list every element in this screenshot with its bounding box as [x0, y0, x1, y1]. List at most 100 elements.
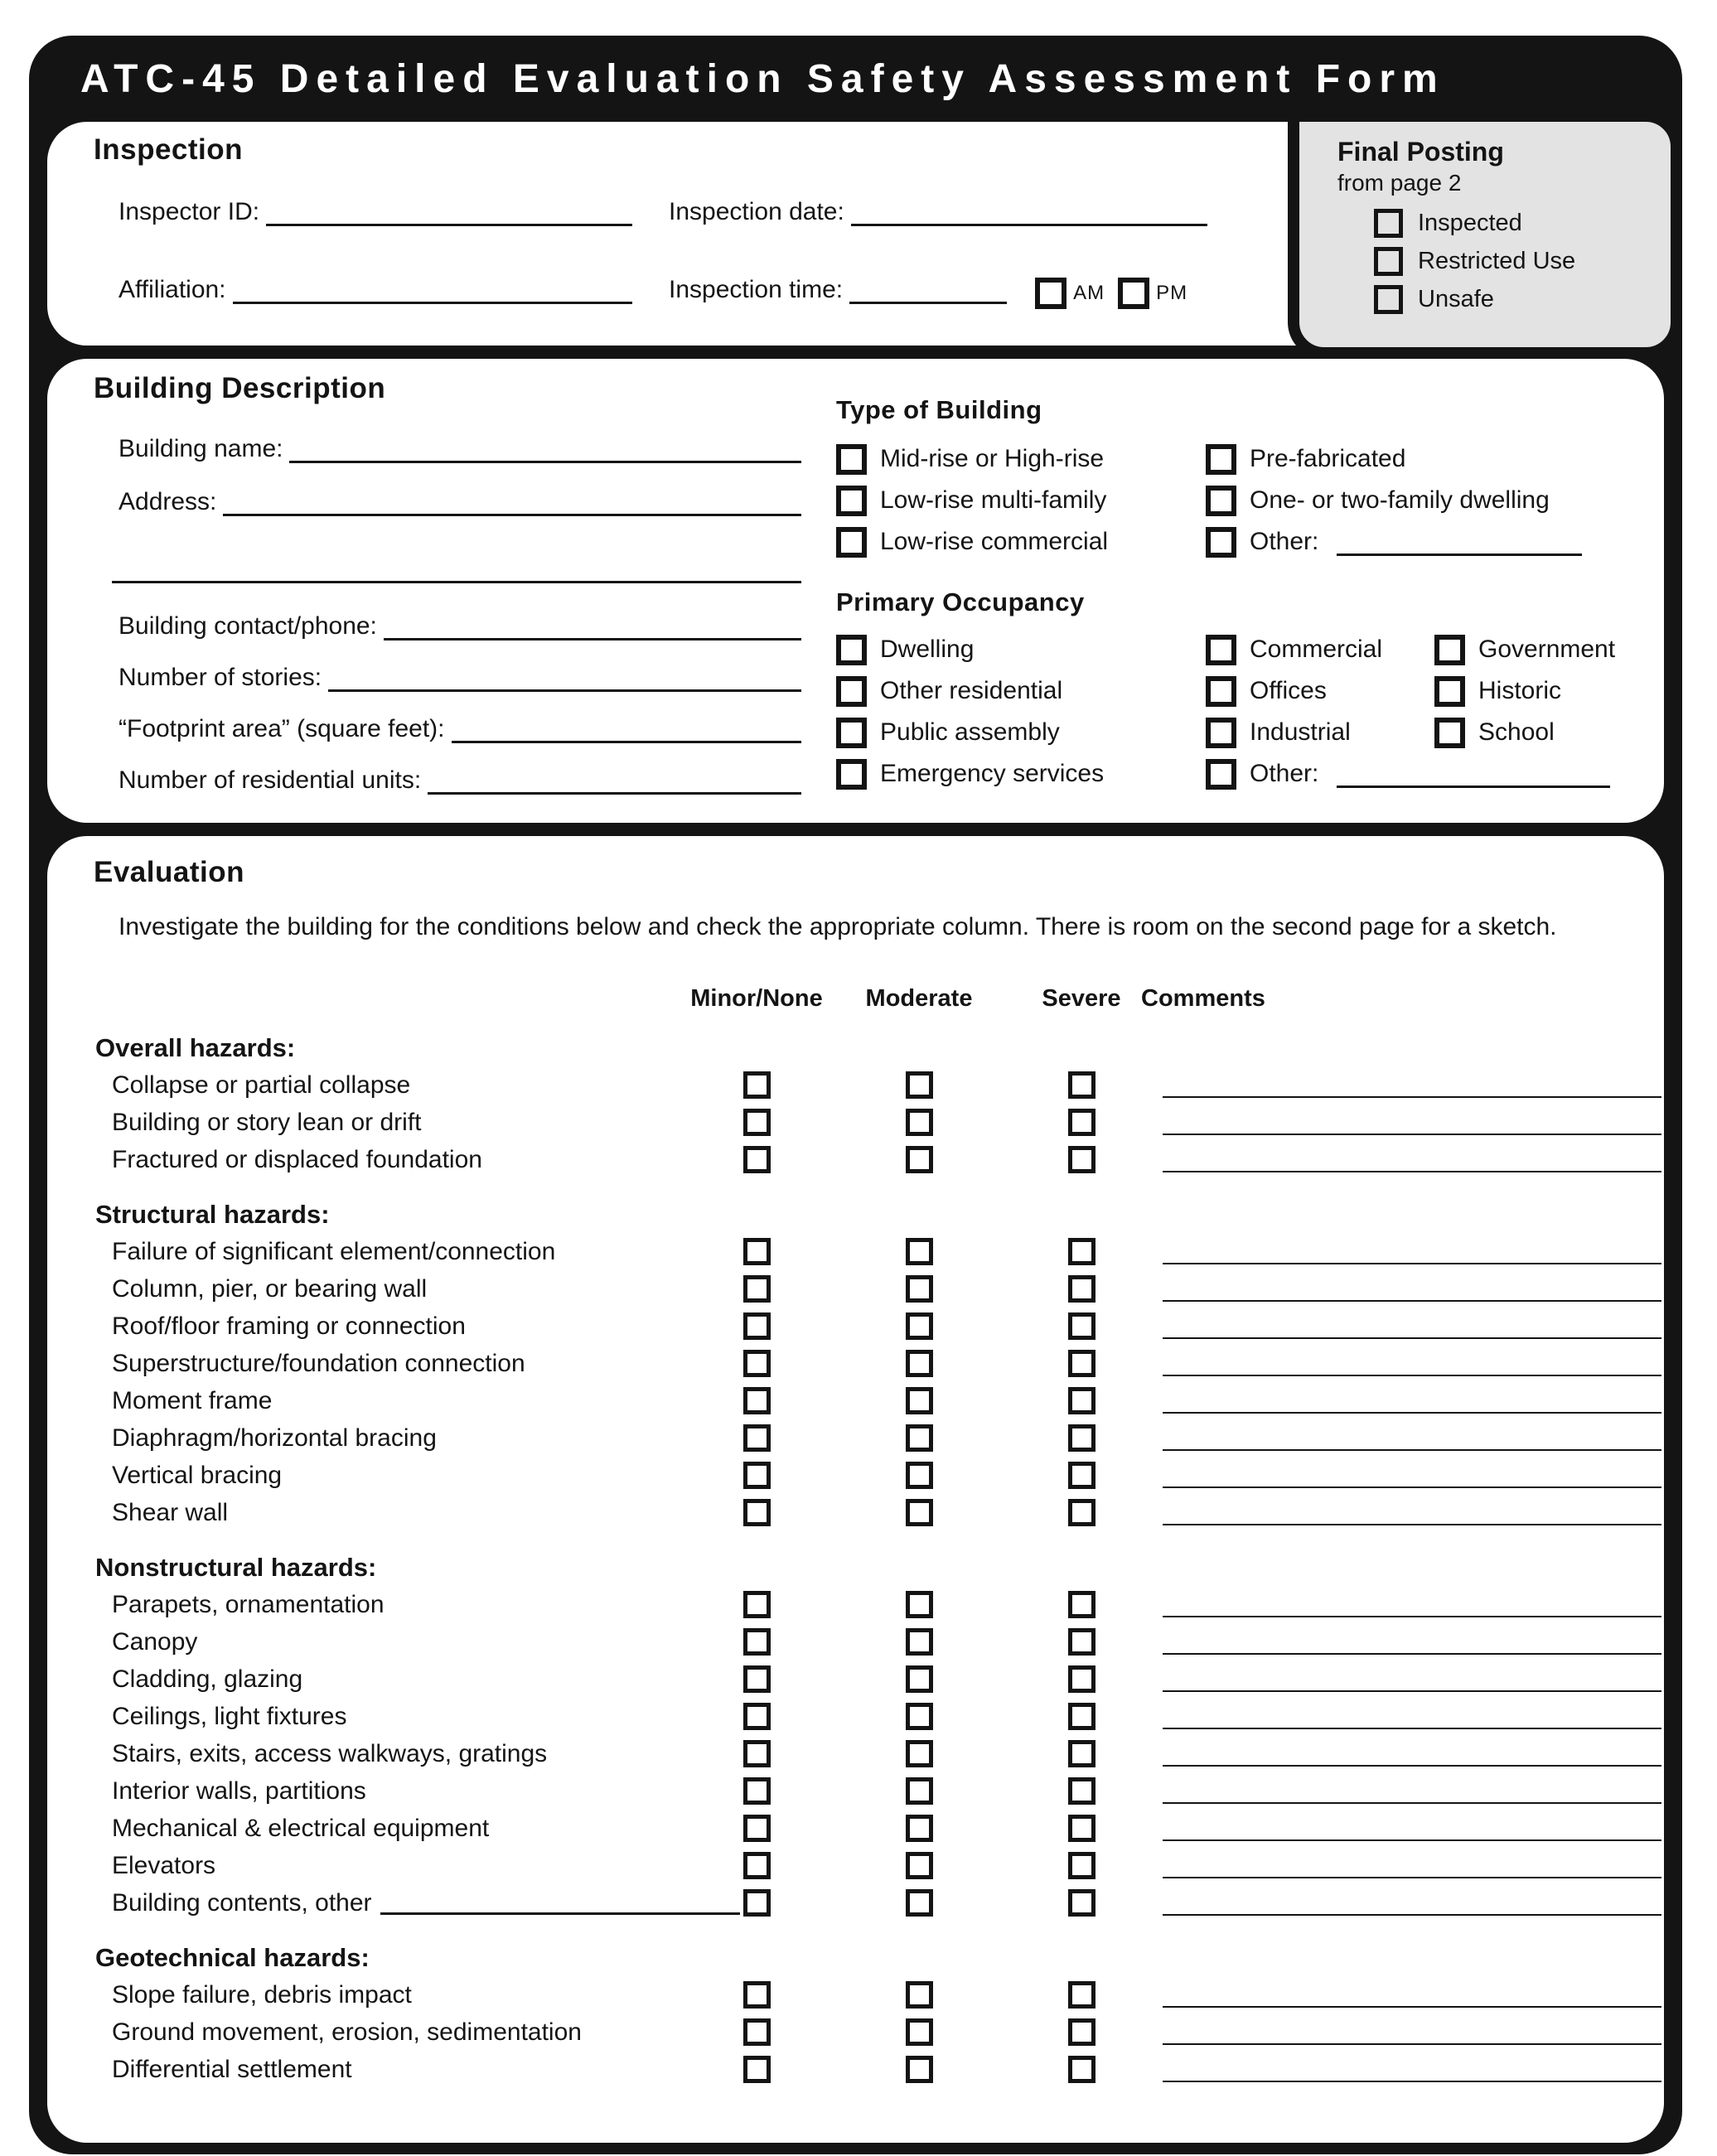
minor-none-checkbox[interactable] — [742, 1238, 771, 1265]
severe-checkbox[interactable] — [1067, 1275, 1095, 1303]
final-posting-checkbox[interactable] — [1374, 209, 1403, 238]
comment-input-line[interactable] — [1163, 1839, 1661, 1841]
minor-none-checkbox[interactable] — [742, 1312, 771, 1340]
moderate-checkbox[interactable] — [905, 1350, 933, 1377]
primary-occupancy-checkbox[interactable] — [1206, 634, 1236, 665]
moderate-checkbox[interactable] — [905, 1109, 933, 1136]
comment-input-line[interactable] — [1163, 1486, 1661, 1488]
moderate-checkbox[interactable] — [905, 1591, 933, 1618]
type-of-building-checkbox[interactable] — [1206, 485, 1236, 516]
primary-occupancy-checkbox[interactable] — [836, 717, 867, 748]
moderate-checkbox[interactable] — [905, 1852, 933, 1879]
minor-none-checkbox[interactable] — [742, 1387, 771, 1414]
moderate-checkbox[interactable] — [905, 1238, 933, 1265]
severe-checkbox[interactable] — [1067, 1665, 1095, 1693]
severe-checkbox[interactable] — [1067, 1889, 1095, 1917]
minor-none-checkbox[interactable] — [742, 1499, 771, 1526]
moderate-checkbox[interactable] — [905, 2056, 933, 2083]
building-field-input-line[interactable] — [289, 435, 801, 463]
minor-none-checkbox[interactable] — [742, 1740, 771, 1767]
minor-none-checkbox[interactable] — [742, 1275, 771, 1303]
minor-none-checkbox[interactable] — [742, 1889, 771, 1917]
comment-input-line[interactable] — [1163, 2081, 1661, 2082]
severe-checkbox[interactable] — [1067, 1312, 1095, 1340]
primary-occupancy-other-input-line[interactable] — [1337, 760, 1611, 788]
type-of-building-checkbox[interactable] — [1206, 443, 1236, 475]
comment-input-line[interactable] — [1163, 1412, 1661, 1414]
building-field-input-line[interactable] — [328, 664, 801, 692]
moderate-checkbox[interactable] — [905, 1462, 933, 1489]
moderate-checkbox[interactable] — [905, 1424, 933, 1452]
comment-input-line[interactable] — [1163, 1300, 1661, 1302]
severe-checkbox[interactable] — [1067, 1852, 1095, 1879]
minor-none-checkbox[interactable] — [742, 1462, 771, 1489]
minor-none-checkbox[interactable] — [742, 1628, 771, 1656]
hazard-row-other-input-line[interactable] — [380, 1892, 740, 1915]
comment-input-line[interactable] — [1163, 1375, 1661, 1376]
severe-checkbox[interactable] — [1067, 1499, 1095, 1526]
primary-occupancy-checkbox[interactable] — [1206, 675, 1236, 707]
severe-checkbox[interactable] — [1067, 1146, 1095, 1173]
moderate-checkbox[interactable] — [905, 1889, 933, 1917]
moderate-checkbox[interactable] — [905, 2018, 933, 2046]
building-field-input-line[interactable] — [223, 488, 801, 516]
primary-occupancy-checkbox[interactable] — [836, 758, 867, 790]
severe-checkbox[interactable] — [1067, 1238, 1095, 1265]
type-of-building-checkbox[interactable] — [836, 526, 867, 558]
moderate-checkbox[interactable] — [905, 1146, 933, 1173]
primary-occupancy-checkbox[interactable] — [836, 634, 867, 665]
primary-occupancy-checkbox[interactable] — [1434, 717, 1465, 748]
moderate-checkbox[interactable] — [905, 1665, 933, 1693]
minor-none-checkbox[interactable] — [742, 2018, 771, 2046]
minor-none-checkbox[interactable] — [742, 1852, 771, 1879]
minor-none-checkbox[interactable] — [742, 1350, 771, 1377]
severe-checkbox[interactable] — [1067, 1628, 1095, 1656]
type-of-building-checkbox[interactable] — [1206, 526, 1236, 558]
affiliation-input-line[interactable] — [232, 276, 632, 304]
moderate-checkbox[interactable] — [905, 1071, 933, 1099]
inspection-date-input-line[interactable] — [850, 198, 1207, 226]
minor-none-checkbox[interactable] — [742, 1665, 771, 1693]
comment-input-line[interactable] — [1163, 1765, 1661, 1767]
comment-input-line[interactable] — [1163, 1263, 1661, 1264]
inspector-id-input-line[interactable] — [266, 198, 632, 226]
severe-checkbox[interactable] — [1067, 1740, 1095, 1767]
inspection-time-input-line[interactable] — [849, 276, 1008, 304]
moderate-checkbox[interactable] — [905, 1981, 933, 2009]
minor-none-checkbox[interactable] — [742, 1981, 771, 2009]
final-posting-checkbox[interactable] — [1374, 285, 1403, 314]
comment-input-line[interactable] — [1163, 1449, 1661, 1451]
comment-input-line[interactable] — [1163, 1653, 1661, 1655]
severe-checkbox[interactable] — [1067, 1981, 1095, 2009]
comment-input-line[interactable] — [1163, 1802, 1661, 1804]
primary-occupancy-checkbox[interactable] — [1206, 717, 1236, 748]
primary-occupancy-checkbox[interactable] — [1434, 634, 1465, 665]
moderate-checkbox[interactable] — [905, 1815, 933, 1842]
moderate-checkbox[interactable] — [905, 1777, 933, 1805]
severe-checkbox[interactable] — [1067, 1424, 1095, 1452]
comment-input-line[interactable] — [1163, 1877, 1661, 1878]
type-of-building-checkbox[interactable] — [836, 443, 867, 475]
severe-checkbox[interactable] — [1067, 1071, 1095, 1099]
severe-checkbox[interactable] — [1067, 1815, 1095, 1842]
type-of-building-other-input-line[interactable] — [1337, 528, 1583, 556]
minor-none-checkbox[interactable] — [742, 1703, 771, 1730]
moderate-checkbox[interactable] — [905, 1628, 933, 1656]
minor-none-checkbox[interactable] — [742, 1109, 771, 1136]
comment-input-line[interactable] — [1163, 1524, 1661, 1525]
comment-input-line[interactable] — [1163, 1616, 1661, 1617]
moderate-checkbox[interactable] — [905, 1703, 933, 1730]
moderate-checkbox[interactable] — [905, 1499, 933, 1526]
moderate-checkbox[interactable] — [905, 1387, 933, 1414]
type-of-building-checkbox[interactable] — [836, 485, 867, 516]
severe-checkbox[interactable] — [1067, 1387, 1095, 1414]
severe-checkbox[interactable] — [1067, 1350, 1095, 1377]
severe-checkbox[interactable] — [1067, 1703, 1095, 1730]
final-posting-checkbox[interactable] — [1374, 247, 1403, 276]
comment-input-line[interactable] — [1163, 1337, 1661, 1339]
severe-checkbox[interactable] — [1067, 2018, 1095, 2046]
building-field-input-line[interactable] — [383, 612, 801, 641]
comment-input-line[interactable] — [1163, 1134, 1661, 1135]
severe-checkbox[interactable] — [1067, 1777, 1095, 1805]
minor-none-checkbox[interactable] — [742, 1146, 771, 1173]
